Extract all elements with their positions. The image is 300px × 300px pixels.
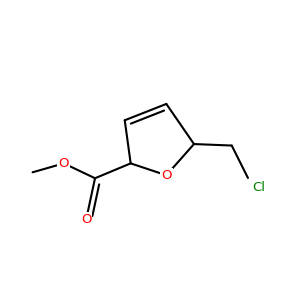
- Text: Cl: Cl: [253, 181, 266, 194]
- Text: O: O: [58, 157, 69, 170]
- Text: O: O: [161, 169, 172, 182]
- Text: O: O: [81, 213, 91, 226]
